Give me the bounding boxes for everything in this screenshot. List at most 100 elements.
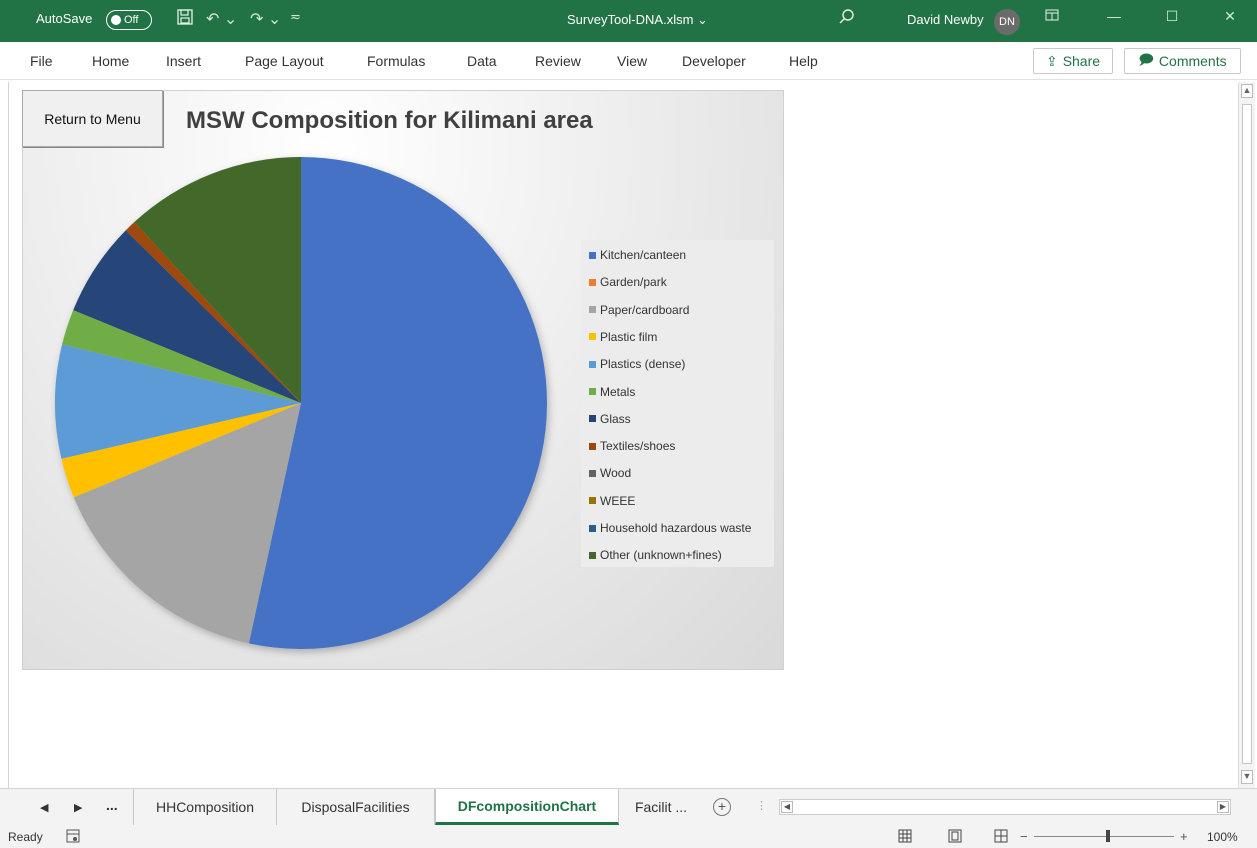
save-icon[interactable] — [177, 9, 193, 30]
legend-item[interactable]: Garden/park — [589, 274, 667, 290]
redo-icon[interactable]: ↷ ⌄ — [250, 11, 282, 28]
menu-page-layout[interactable]: Page Layout — [245, 53, 324, 69]
menu-insert[interactable]: Insert — [166, 53, 202, 69]
menu-review[interactable]: Review — [535, 53, 581, 69]
legend-item[interactable]: Plastic film — [589, 329, 657, 345]
ribbon-display-icon[interactable] — [1040, 8, 1064, 30]
menu-formulas[interactable]: Formulas — [367, 53, 426, 69]
customize-qat-icon[interactable]: ≂ — [290, 9, 301, 24]
autosave-toggle[interactable]: Off — [106, 10, 152, 30]
tab-split-icon[interactable]: ⋮ — [756, 800, 767, 812]
legend-item[interactable]: Plastics (dense) — [589, 356, 685, 372]
pie-slice-plastic-film[interactable] — [61, 403, 302, 498]
menu-home[interactable]: Home — [92, 53, 130, 69]
chart-legend[interactable]: Kitchen/canteen Garden/park Paper/cardboar… — [581, 240, 774, 567]
legend-label: Household hazardous waste — [600, 521, 752, 535]
scroll-left-icon[interactable]: ◀ — [781, 801, 793, 813]
legend-swatch — [589, 469, 596, 477]
share-icon: ⇪ — [1045, 52, 1058, 69]
maximize-icon[interactable]: ☐ — [1165, 8, 1179, 24]
legend-swatch — [589, 306, 596, 314]
legend-swatch — [589, 497, 596, 505]
tab-disposalfacilities[interactable]: DisposalFacilities — [277, 789, 435, 825]
return-to-menu-button[interactable]: Return to Menu — [22, 90, 163, 147]
tab-prev-icon[interactable]: ◀ — [40, 802, 49, 814]
legend-label: Paper/cardboard — [600, 302, 690, 317]
zoom-out-icon[interactable]: − — [1020, 829, 1028, 844]
legend-label: WEEE — [600, 493, 636, 508]
page-break-view-icon[interactable] — [994, 829, 1008, 846]
share-button[interactable]: ⇪ Share — [1033, 48, 1113, 74]
sheet-tab-bar: ◀ ▶ ... HHComposition DisposalFacilities… — [0, 788, 1257, 826]
search-icon[interactable] — [838, 8, 856, 26]
user-name: David Newby — [907, 12, 984, 27]
chart-title: MSW Composition for Kilimani area — [186, 107, 593, 134]
legend-swatch — [589, 388, 596, 395]
legend-label: Other (unknown+fines) — [600, 548, 722, 563]
legend-swatch — [589, 551, 596, 559]
add-sheet-icon[interactable]: + — [713, 798, 731, 816]
scroll-thumb[interactable] — [1242, 104, 1252, 764]
legend-item[interactable]: Household hazardous waste — [589, 520, 751, 536]
legend-item[interactable]: Textiles/shoes — [589, 438, 675, 454]
pie-slice-other-unknown-fines[interactable] — [134, 157, 301, 403]
pie-slice-glass[interactable] — [73, 230, 302, 403]
legend-swatch — [589, 251, 596, 259]
legend-swatch — [589, 333, 596, 341]
pie-slice-metals[interactable] — [62, 310, 301, 403]
scroll-right-icon[interactable]: ▶ — [1217, 801, 1229, 813]
legend-label: Plastics (dense) — [600, 357, 686, 372]
normal-view-icon[interactable] — [898, 829, 912, 846]
pie-slice-textiles-shoes[interactable] — [125, 222, 301, 403]
toggle-knob — [111, 15, 121, 25]
macro-record-icon[interactable] — [66, 829, 80, 846]
title-bar: AutoSave Off ↶ ⌄ ↷ ⌄ ≂ SurveyTool-DNA.xl… — [0, 0, 1257, 42]
minimize-icon[interactable]: — — [1107, 8, 1121, 24]
legend-item[interactable]: WEEE — [589, 493, 635, 509]
status-bar: Ready − + 100% — [0, 826, 1257, 848]
scroll-down-icon[interactable]: ▼ — [1241, 770, 1253, 784]
legend-swatch — [589, 524, 596, 532]
comments-button[interactable]: 🗩 Comments — [1124, 48, 1241, 74]
ribbon-tabs: File Home Insert Page Layout Formulas Da… — [0, 42, 1257, 80]
zoom-in-icon[interactable]: + — [1180, 829, 1188, 844]
menu-help[interactable]: Help — [789, 53, 818, 69]
tab-dfcompositionchart[interactable]: DFcompositionChart — [435, 789, 619, 825]
zoom-level[interactable]: 100% — [1207, 830, 1238, 844]
legend-item[interactable]: Kitchen/canteen — [589, 247, 686, 263]
menu-view[interactable]: View — [617, 53, 648, 69]
horizontal-scrollbar[interactable]: ◀ ▶ — [779, 799, 1231, 815]
pie-chart[interactable] — [50, 150, 560, 660]
tab-more[interactable]: ... — [106, 797, 118, 813]
legend-swatch — [589, 442, 596, 450]
avatar[interactable]: DN — [994, 9, 1020, 35]
file-name[interactable]: SurveyTool-DNA.xlsm ⌄ — [567, 12, 708, 27]
page-layout-view-icon[interactable] — [948, 829, 962, 846]
legend-item[interactable]: Paper/cardboard — [589, 302, 689, 318]
tab-next-icon[interactable]: ▶ — [74, 802, 83, 814]
pie-slice-plastics-dense[interactable] — [54, 344, 301, 459]
vertical-scrollbar[interactable]: ▲ ▼ — [1238, 82, 1255, 788]
zoom-slider-thumb[interactable] — [1106, 830, 1110, 842]
undo-icon[interactable]: ↶ ⌄ — [206, 11, 238, 28]
comment-icon: 🗩 — [1138, 51, 1154, 67]
legend-item[interactable]: Other (unknown+fines) — [589, 547, 722, 563]
menu-developer[interactable]: Developer — [682, 53, 746, 69]
legend-label: Garden/park — [600, 275, 667, 290]
legend-swatch — [589, 415, 596, 423]
zoom-slider-track[interactable] — [1034, 836, 1174, 837]
share-label: Share — [1062, 53, 1101, 69]
menu-data[interactable]: Data — [467, 53, 497, 69]
legend-item[interactable]: Glass — [589, 411, 631, 427]
scroll-up-icon[interactable]: ▲ — [1241, 84, 1253, 98]
tab-facilities[interactable]: Facilit ... — [634, 799, 688, 815]
legend-label: Plastic film — [600, 329, 658, 344]
menu-file[interactable]: File — [30, 53, 53, 69]
close-icon[interactable]: ✕ — [1224, 8, 1236, 24]
pie-slice-kitchen-canteen[interactable] — [248, 157, 547, 649]
legend-label: Textiles/shoes — [600, 439, 676, 454]
pie-slice-paper-cardboard[interactable] — [73, 403, 301, 644]
tab-hhcomposition[interactable]: HHComposition — [133, 789, 277, 825]
legend-item[interactable]: Metals — [589, 384, 635, 400]
legend-item[interactable]: Wood — [589, 465, 631, 481]
